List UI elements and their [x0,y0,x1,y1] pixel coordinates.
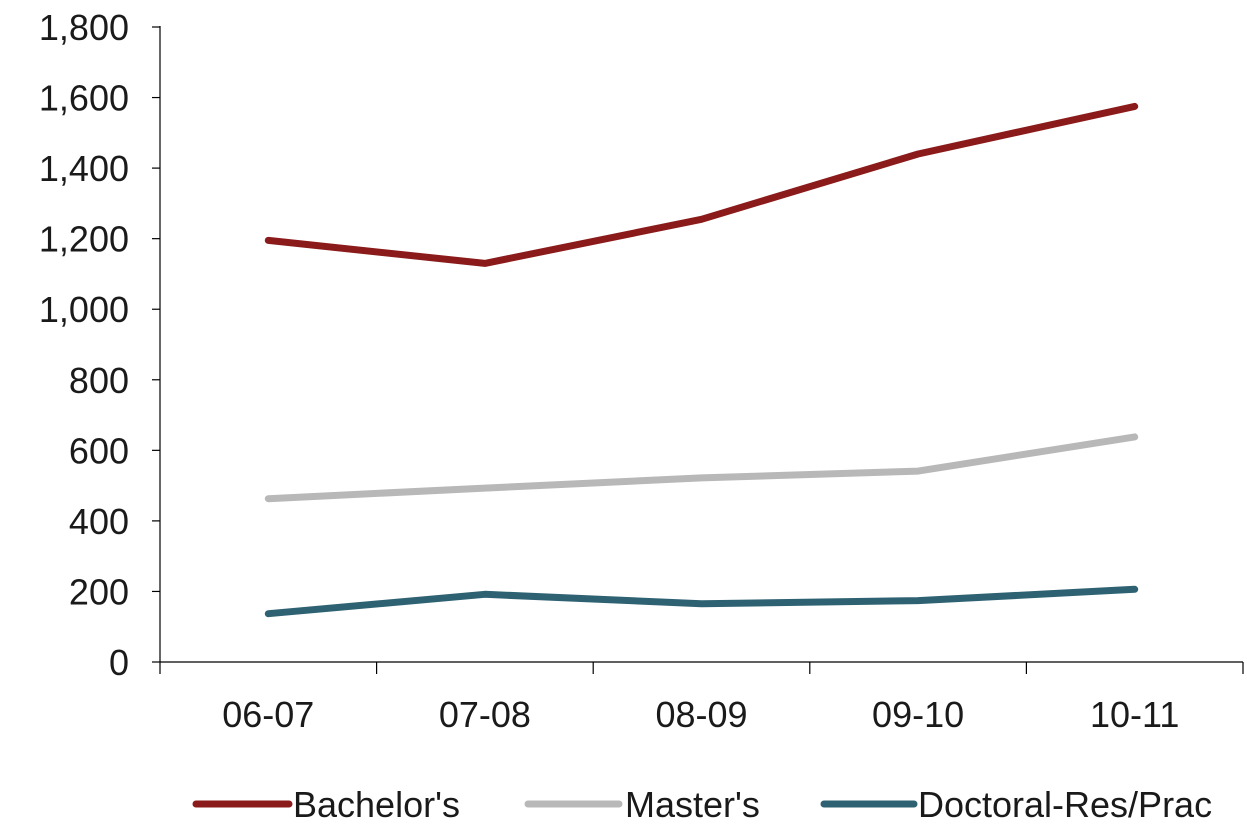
x-tick-label: 06-07 [222,694,314,735]
x-tick-label: 09-10 [872,694,964,735]
y-tick-label: 1,600 [39,78,129,119]
series-line-0 [264,102,1139,267]
series-line-2 [264,585,1139,618]
y-tick-label: 1,000 [39,289,129,330]
legend-label-0: Bachelor's [293,784,460,824]
x-tick-label: 08-09 [655,694,747,735]
axes [159,26,1243,663]
x-tick-label: 07-08 [439,694,531,735]
x-tick-label: 10-11 [1090,694,1179,735]
series-lines [264,102,1139,618]
y-tick-label: 200 [69,571,129,612]
y-tick-label: 800 [69,360,129,401]
y-tick-label: 400 [69,501,129,542]
series-line-1 [264,433,1139,503]
legend-label-2: Doctoral-Res/Prac [918,784,1212,824]
y-axis-ticks: 0 200 400 600 800 1,000 1,200 1,400 1,600 1,800 [39,7,160,683]
legend-label-1: Master's [625,784,760,824]
x-axis-ticks: 06-07 07-08 08-09 09-10 10-11 [159,662,1244,735]
y-tick-label: 1,800 [39,7,129,48]
y-tick-label: 1,200 [39,219,129,260]
legend: Bachelor's Master's Doctoral-Res/Prac [192,784,1212,824]
y-tick-label: 1,400 [39,148,129,189]
y-tick-label: 600 [69,430,129,471]
y-tick-label: 0 [109,642,129,683]
